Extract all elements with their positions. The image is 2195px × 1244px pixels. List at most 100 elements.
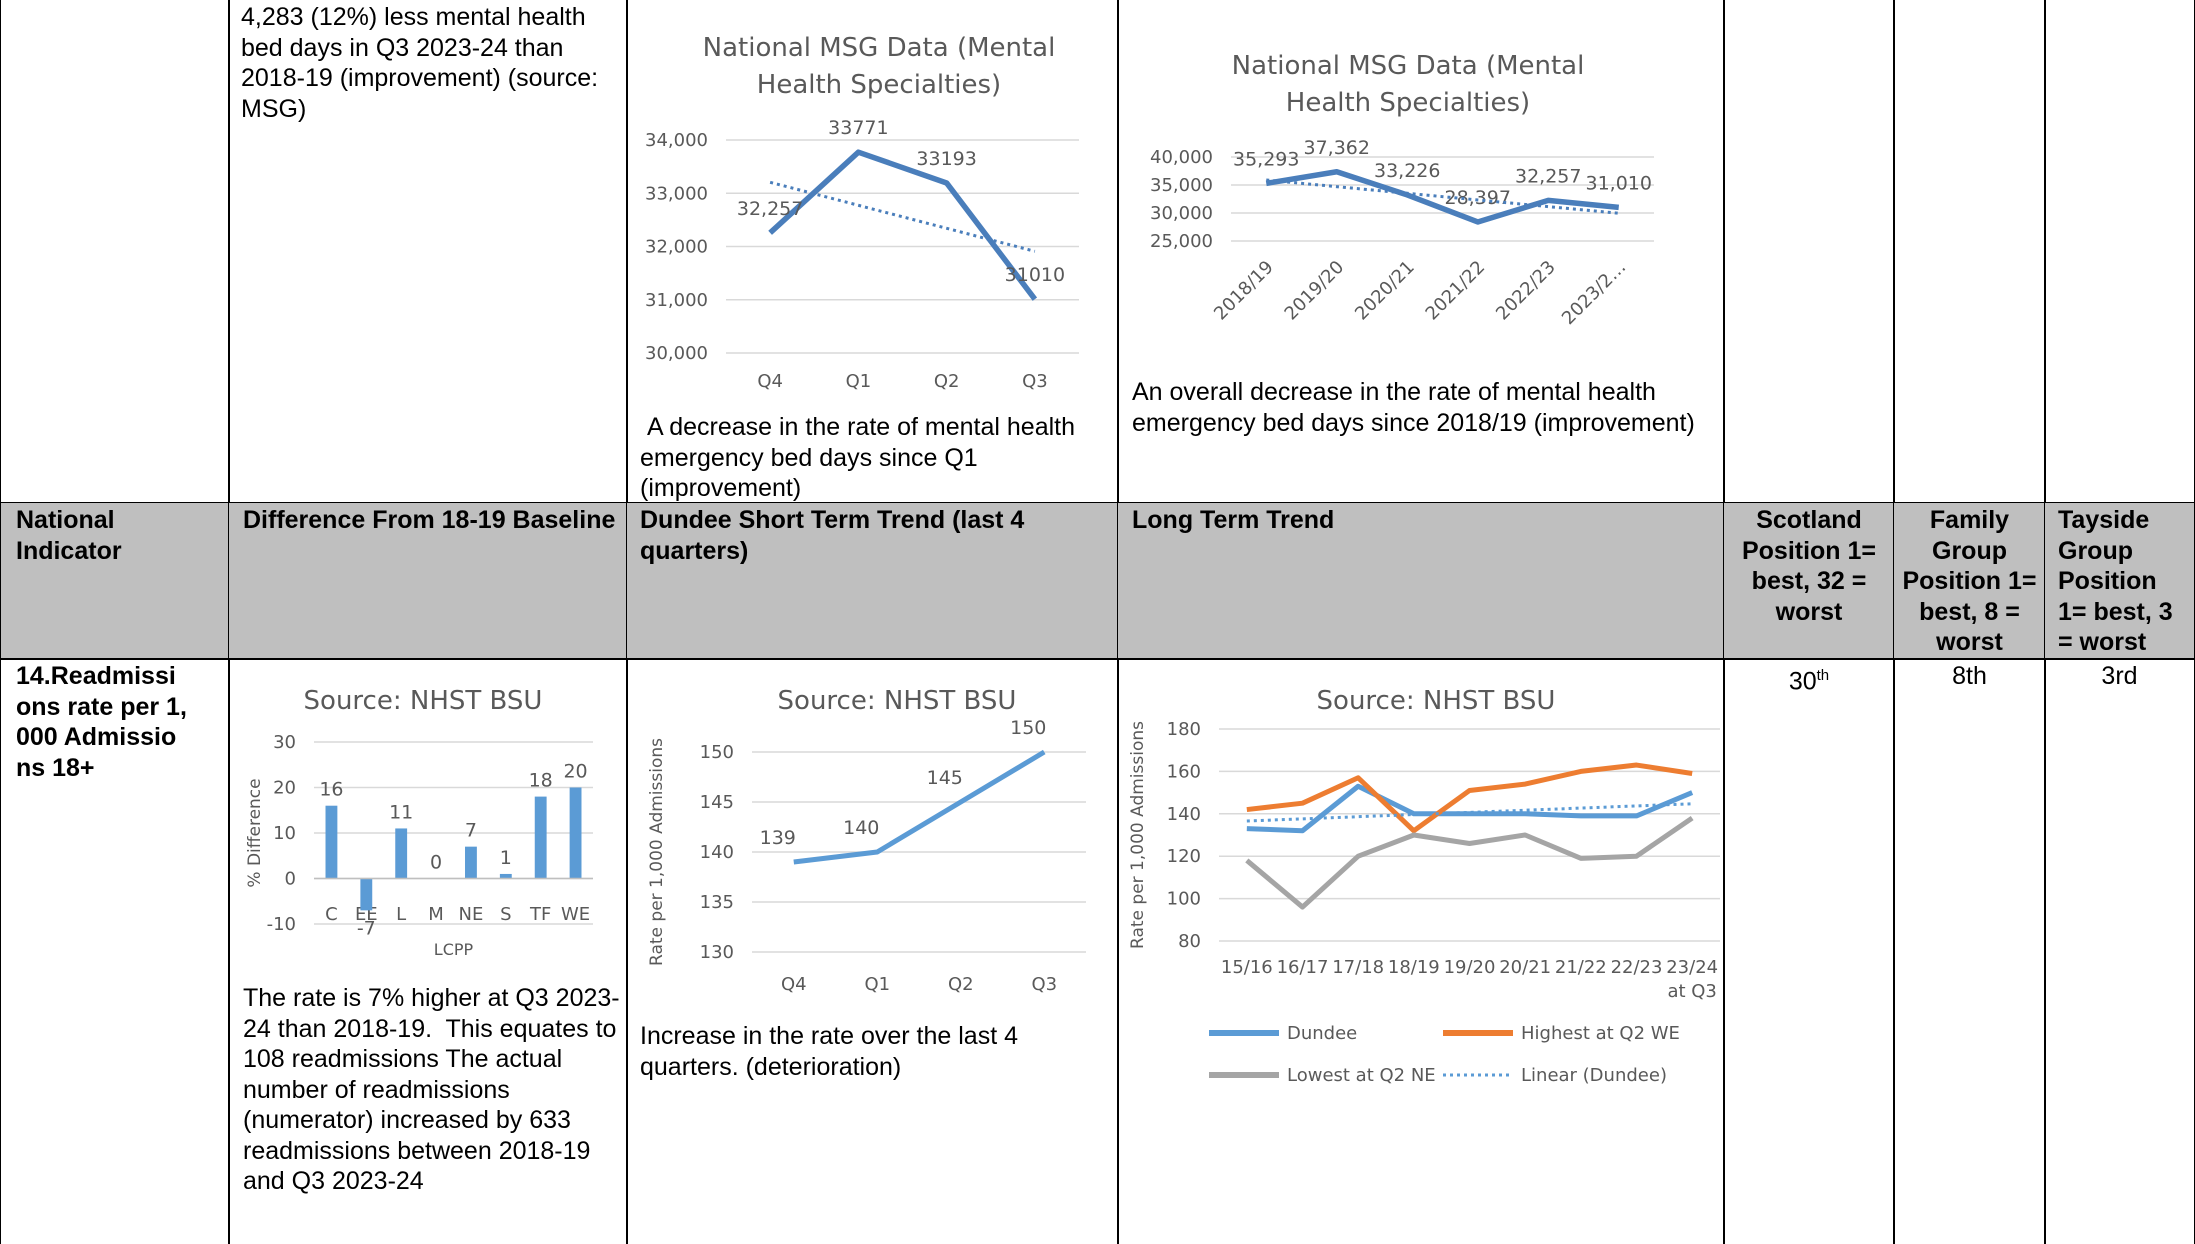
chart-caption: An overall decrease in the rate of menta… [1132, 378, 1695, 437]
x-tick-label: 20/21 [1499, 957, 1551, 978]
cell [626, 658, 1119, 1244]
data-label: -7 [357, 917, 376, 939]
legend-label: Dundee [1287, 1023, 1357, 1044]
baseline-text: 4,283 (12%) less mental health bed days … [241, 3, 599, 123]
scotland-position: 30th [1723, 661, 1895, 697]
x-tick-label: 18/19 [1388, 957, 1440, 978]
cell [0, 0, 230, 504]
cell [1117, 658, 1725, 1244]
data-label: 18 [529, 770, 553, 792]
bar [360, 878, 373, 911]
cell [0, 658, 230, 1244]
y-tick-label: 33,000 [645, 183, 708, 204]
baseline-text: The rate is 7% higher at Q3 2023-24 than… [243, 984, 624, 1195]
data-label: 16 [319, 779, 343, 801]
x-tick-label: L [396, 904, 406, 925]
data-label: 31,010 [1586, 172, 1652, 194]
y-tick-label: 35,000 [1150, 175, 1213, 196]
y-axis-title: % Difference [245, 778, 265, 887]
data-label: 37,362 [1304, 137, 1370, 159]
x-tick-label: Q4 [781, 974, 807, 995]
data-label: 145 [927, 767, 963, 789]
y-tick-label: 135 [700, 892, 734, 913]
data-label: 20 [563, 761, 587, 783]
x-tick-label: 21/22 [1555, 957, 1607, 978]
data-label: 139 [760, 827, 796, 849]
x-tick-label: C [325, 904, 338, 925]
y-tick-label: 30 [273, 732, 296, 753]
chart-caption: Increase in the rate over the last 4 qua… [640, 1022, 1018, 1081]
position-number: 30 [1788, 667, 1817, 696]
x-tick-label: 2023/2… [1558, 257, 1630, 329]
cell [1893, 658, 2046, 1244]
x-tick-label: S [500, 904, 511, 925]
bar [569, 787, 582, 879]
chart-title: Source: NHST BSU [304, 686, 543, 716]
cell [2044, 658, 2195, 1244]
x-tick-label: Q4 [757, 371, 783, 392]
data-label: 32,257 [737, 198, 803, 220]
header-text: Long Term Trend [1132, 506, 1335, 534]
data-label: 31010 [1005, 264, 1065, 286]
header-cell [626, 502, 1119, 660]
x-tick-label: 2020/21 [1351, 257, 1419, 325]
bar [325, 805, 338, 879]
bar [499, 873, 512, 879]
chart: National MSG Data (Mental Health Specialt… [1150, 51, 1654, 329]
chart-title: Source: NHST BSU [778, 686, 1017, 716]
y-tick-label: 140 [700, 842, 734, 863]
x-tick-label: 19/20 [1444, 957, 1496, 978]
header-text: Difference From 18-19 Baseline [243, 506, 616, 534]
y-tick-label: 30,000 [1150, 203, 1213, 224]
data-label: 150 [1010, 717, 1046, 739]
legend-label: Linear (Dundee) [1521, 1065, 1667, 1086]
header-text: National Indicator [16, 506, 122, 565]
x-axis-title: LCPP [434, 940, 474, 959]
bar [534, 796, 547, 879]
data-label: 33771 [828, 117, 888, 139]
cell [228, 658, 628, 1244]
y-tick-label: 100 [1167, 889, 1201, 910]
data-label: 28,397 [1445, 187, 1511, 209]
x-tick-label: 15/16 [1221, 957, 1273, 978]
cell [1723, 0, 1895, 504]
header-text: Dundee Short Term Trend (last 4 quarters… [640, 506, 1025, 565]
x-tick-label: M [428, 904, 444, 925]
header-text: Scotland Position 1= best, 32 = worst [1741, 506, 1877, 626]
legend-label: Lowest at Q2 NE [1287, 1065, 1436, 1086]
header-cell [1723, 502, 1895, 660]
chart-title: National MSG Data (Mental Health Specialt… [703, 33, 1056, 100]
x-tick-label: TF [529, 904, 551, 925]
header-cell [1893, 502, 2046, 660]
legend-label: Highest at Q2 WE [1521, 1023, 1680, 1044]
x-tick-label: 16/17 [1277, 957, 1329, 978]
header-cell [228, 502, 628, 660]
y-tick-label: 30,000 [645, 343, 708, 364]
y-tick-label: 140 [1167, 804, 1201, 825]
y-tick-label: 120 [1167, 846, 1201, 867]
x-tick-label: Q3 [1031, 974, 1057, 995]
header-cell [0, 502, 230, 660]
y-tick-label: 34,000 [645, 130, 708, 151]
y-tick-label: 145 [700, 792, 734, 813]
header-cell [2044, 502, 2195, 660]
y-tick-label: 20 [273, 778, 296, 799]
y-tick-label: 10 [273, 823, 296, 844]
x-tick-label: 23/24 at Q3 [1666, 957, 1718, 1002]
x-tick-label: 2019/20 [1281, 257, 1349, 325]
data-label: 33,226 [1374, 160, 1440, 182]
data-label: 11 [389, 801, 413, 823]
cell [1893, 0, 2046, 504]
x-tick-label: 2021/22 [1422, 257, 1490, 325]
x-tick-label: 17/18 [1332, 957, 1384, 978]
data-label: 32,257 [1515, 165, 1581, 187]
y-tick-label: 150 [700, 742, 734, 763]
trendline [1246, 802, 1693, 823]
line-series [1246, 762, 1693, 834]
y-axis-title: Rate per 1,000 Admissions [647, 738, 667, 966]
y-tick-label: 180 [1167, 719, 1201, 740]
x-tick-label: Q1 [864, 974, 890, 995]
header-text: Tayside Group Position 1= best, 3 = wors… [2058, 506, 2173, 656]
